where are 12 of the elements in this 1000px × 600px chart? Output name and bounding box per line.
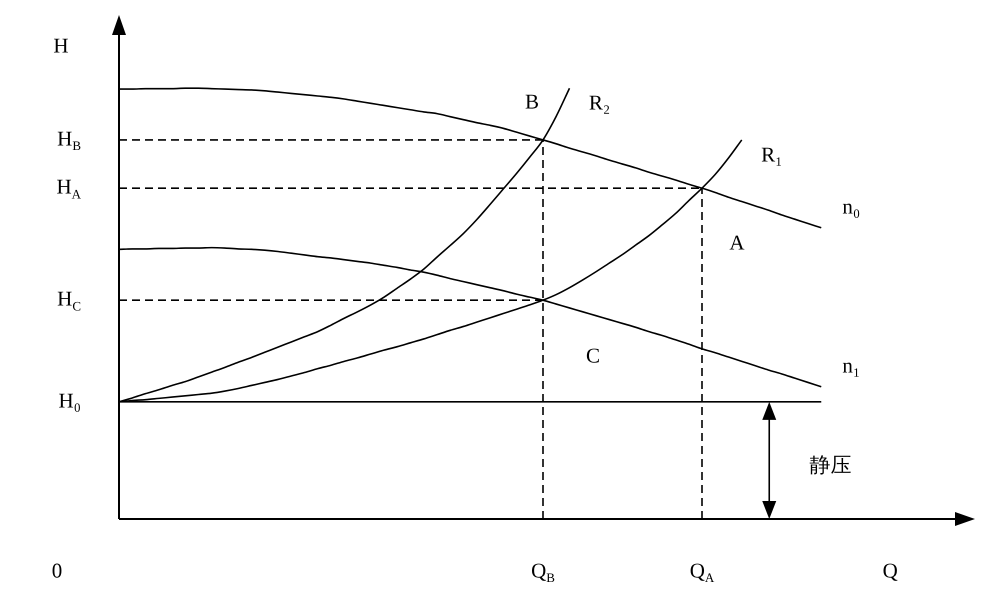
series-label: R₂ [588,90,610,115]
text: 0 [52,558,62,583]
ref-line-label: H₀ [58,388,82,412]
series-label: n₁ [842,353,860,378]
series-label: R₁ [761,142,782,166]
annotation: 静压 [809,452,852,477]
annotation: C [586,344,600,368]
x-axis-title: Q [882,558,898,583]
annotation: A [729,230,746,255]
series-label: n₀ [842,194,860,218]
annotation: B [524,89,540,114]
y-axis-title: H [53,34,69,58]
